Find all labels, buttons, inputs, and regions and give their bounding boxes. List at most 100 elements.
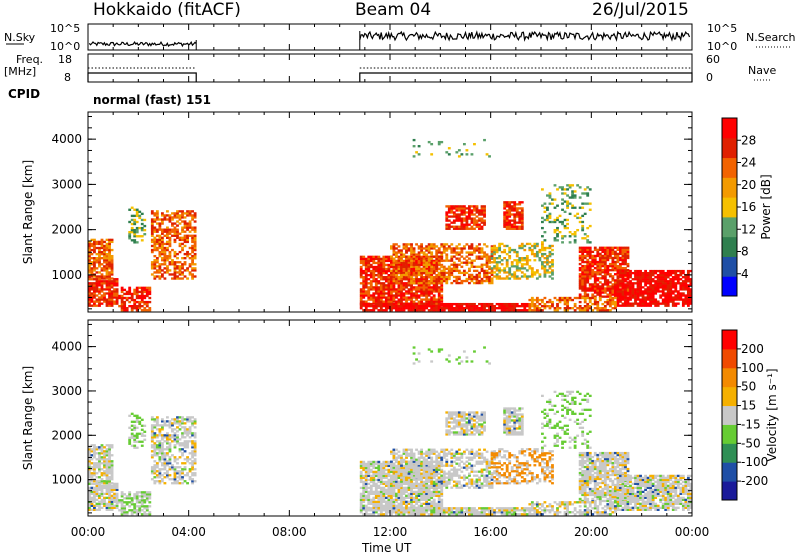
power-cell <box>681 271 685 275</box>
power-cell <box>379 278 383 281</box>
power-cell <box>613 264 617 268</box>
power-cell <box>621 246 625 249</box>
power-cell <box>166 210 169 213</box>
power-cell <box>520 217 524 220</box>
power-cell <box>671 304 675 307</box>
power-cell <box>450 257 454 260</box>
power-cell <box>191 226 194 229</box>
power-cell <box>603 250 607 254</box>
velocity-cell <box>362 462 366 466</box>
power-cell <box>440 271 444 275</box>
velocity-cell <box>367 502 371 505</box>
power-cell <box>405 261 408 264</box>
power-cell <box>659 269 663 273</box>
velocity-cell <box>90 468 94 471</box>
velocity-cell <box>108 470 111 473</box>
power-cell <box>166 228 169 231</box>
power-cell <box>686 294 690 297</box>
power-cell <box>382 278 386 281</box>
velocity-cell <box>153 454 157 457</box>
power-cell <box>586 264 590 268</box>
power-cell <box>591 287 595 290</box>
velocity-cell <box>374 504 378 507</box>
power-cell <box>666 288 670 291</box>
power-cell <box>493 261 496 264</box>
power-cell <box>619 300 622 303</box>
power-cell <box>568 212 572 216</box>
power-cell <box>535 269 539 272</box>
power-cell <box>503 213 507 216</box>
power-cell <box>150 250 154 254</box>
velocity-cell <box>173 456 177 459</box>
power-cell <box>478 309 481 312</box>
velocity-cell <box>384 500 388 503</box>
power-cell <box>601 287 605 290</box>
power-cell <box>525 254 529 258</box>
velocity-cell <box>188 426 192 429</box>
power-cell <box>377 296 381 299</box>
velocity-cell <box>191 432 194 435</box>
power-cell <box>601 264 605 268</box>
power-cell <box>583 295 587 298</box>
power-cell <box>686 271 690 275</box>
power-cell <box>457 263 461 266</box>
power-cell <box>573 231 577 234</box>
power-cell <box>417 255 421 258</box>
power-cell <box>135 292 139 296</box>
power-cell <box>548 261 552 264</box>
power-cell <box>581 283 585 286</box>
power-cell <box>616 280 620 283</box>
power-cell <box>654 302 658 305</box>
power-cell <box>387 265 391 269</box>
velocity-cell <box>173 476 177 479</box>
power-cell <box>425 294 429 297</box>
power-cell <box>621 290 625 293</box>
power-cell <box>664 271 668 275</box>
power-cell <box>437 142 441 146</box>
power-cell <box>561 237 564 240</box>
velocity-cell <box>160 474 164 477</box>
power-cell <box>115 290 119 293</box>
power-cell <box>395 307 398 310</box>
power-cell <box>646 273 650 277</box>
velocity-cell <box>93 468 96 471</box>
power-cell <box>624 254 627 258</box>
power-cell <box>480 309 484 312</box>
velocity-cell <box>171 434 174 437</box>
power-cell <box>193 230 197 233</box>
power-cell <box>108 246 111 250</box>
power-cell <box>110 254 114 258</box>
power-cell <box>437 302 441 306</box>
power-cell <box>145 290 149 294</box>
power-cell <box>173 275 177 278</box>
power-cell <box>495 302 499 306</box>
velocity-cell <box>113 504 116 507</box>
power-cell <box>634 269 637 273</box>
power-cell <box>410 275 413 279</box>
power-cell <box>140 298 144 302</box>
power-cell <box>457 207 461 210</box>
power-cell <box>553 296 557 300</box>
velocity-cell <box>359 498 363 502</box>
velocity-cell <box>88 508 91 511</box>
power-cell <box>593 289 597 292</box>
power-cell <box>558 214 562 218</box>
power-cell <box>500 263 504 266</box>
velocity-cell <box>135 497 139 500</box>
power-cell <box>528 265 532 268</box>
power-cell <box>405 276 408 279</box>
power-cell <box>427 257 431 260</box>
power-cell <box>457 215 461 218</box>
power-cell <box>430 296 434 299</box>
velocity-cell <box>178 476 182 479</box>
power-cell <box>586 252 590 256</box>
power-cell <box>661 276 665 279</box>
power-cell <box>473 277 476 281</box>
power-cell <box>178 271 182 274</box>
power-cell <box>493 252 496 256</box>
power-cell <box>455 247 459 250</box>
power-cell <box>95 294 99 297</box>
power-cell <box>103 244 106 248</box>
power-cell <box>367 292 371 295</box>
power-cell <box>490 267 494 270</box>
